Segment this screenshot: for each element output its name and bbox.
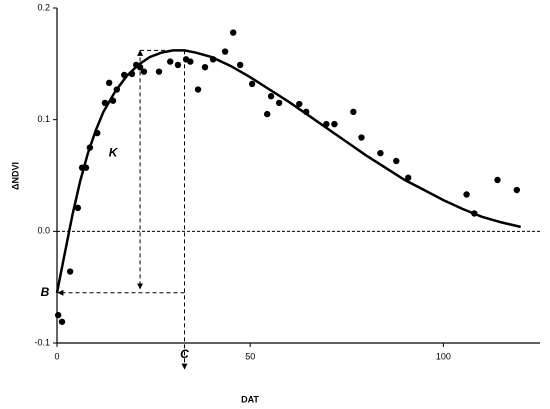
data-point xyxy=(331,120,338,128)
data-point xyxy=(236,61,244,69)
annotation: B xyxy=(41,285,50,299)
y-tick-label: -0.1 xyxy=(34,337,50,347)
data-point xyxy=(155,68,163,75)
x-tick-label: 0 xyxy=(54,351,59,361)
data-point xyxy=(296,100,303,108)
data-point xyxy=(140,68,148,75)
data-point xyxy=(66,268,74,275)
data-point xyxy=(463,191,470,198)
data-point xyxy=(264,110,271,118)
x-tick-label: 100 xyxy=(436,351,451,361)
data-point xyxy=(377,149,384,157)
data-point xyxy=(201,63,209,71)
y-axis-label: ΔNDVI xyxy=(10,162,20,190)
data-point xyxy=(58,318,66,325)
data-point xyxy=(194,86,202,93)
fit-curve xyxy=(55,49,521,294)
data-point xyxy=(393,157,400,165)
data-point xyxy=(267,93,275,100)
annotation: K xyxy=(109,145,119,159)
data-point xyxy=(494,176,501,184)
annotation: C xyxy=(180,347,189,361)
data-point xyxy=(513,186,521,194)
data-point xyxy=(105,79,113,87)
data-point xyxy=(229,29,237,36)
data-point xyxy=(187,58,194,65)
x-tick-label: 50 xyxy=(245,351,255,361)
x-axis-label: DAT xyxy=(241,394,259,404)
data-point xyxy=(74,204,82,212)
data-point xyxy=(221,48,229,55)
data-point xyxy=(174,61,182,69)
data-point xyxy=(167,58,174,65)
data-point xyxy=(358,134,365,141)
y-tick-label: 0.0 xyxy=(37,226,50,236)
data-point xyxy=(275,99,283,107)
y-tick-label: 0.1 xyxy=(37,114,50,124)
data-point xyxy=(54,311,62,319)
data-point xyxy=(350,108,357,116)
data-point xyxy=(405,174,412,181)
y-tick-label: 0.2 xyxy=(37,2,50,12)
data-point xyxy=(248,80,256,88)
